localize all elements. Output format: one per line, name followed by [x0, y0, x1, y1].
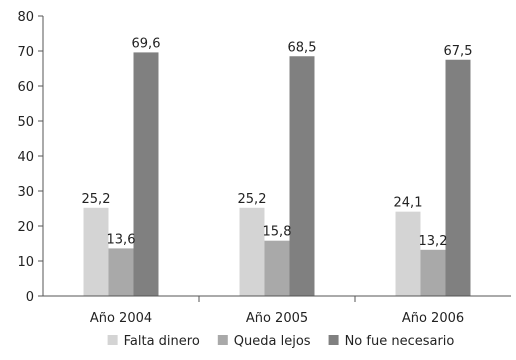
y-tick-label: 60 — [17, 80, 34, 95]
data-label: 13,6 — [107, 232, 136, 247]
data-label: 25,2 — [238, 192, 267, 207]
bar-1-1 — [83, 207, 109, 296]
bar-3-2 — [289, 56, 315, 296]
y-tick-label: 80 — [17, 10, 34, 25]
y-tick-label: 20 — [17, 220, 34, 235]
legend-label: Falta dinero — [124, 334, 200, 349]
bar-2-1 — [108, 248, 134, 296]
legend-label: Queda lejos — [234, 334, 311, 349]
bar-1-2 — [239, 207, 265, 296]
y-tick-label: 10 — [17, 255, 34, 270]
bar-2-2 — [264, 240, 290, 296]
y-tick-label: 40 — [17, 150, 34, 165]
x-tick-label: Año 2005 — [246, 311, 308, 326]
x-tick-label: Año 2004 — [90, 311, 152, 326]
legend-swatch — [328, 335, 339, 345]
y-tick-label: 0 — [26, 290, 34, 305]
bar-1-3 — [395, 211, 421, 296]
bar-2-3 — [420, 249, 446, 296]
data-label: 15,8 — [263, 225, 292, 240]
x-axis: Año 2004 Año 2005 Año 2006 — [43, 295, 511, 326]
bar-3-3 — [445, 59, 471, 296]
y-tick-label: 50 — [17, 115, 34, 130]
data-label: 13,2 — [419, 234, 448, 249]
legend: Falta dinero Queda lejos No fue necesario — [107, 334, 455, 349]
legend-swatch — [107, 335, 118, 345]
bars — [83, 52, 471, 297]
x-tick-label: Año 2006 — [402, 311, 464, 326]
y-tick-label: 30 — [17, 185, 34, 200]
y-axis: 0 10 20 30 40 50 60 70 80 — [17, 10, 44, 305]
bar-3-1 — [133, 52, 159, 297]
y-tick-label: 70 — [17, 45, 34, 60]
legend-label: No fue necesario — [345, 334, 455, 349]
data-label: 68,5 — [288, 40, 317, 55]
data-label: 69,6 — [132, 36, 161, 51]
data-label: 25,2 — [82, 192, 111, 207]
data-labels: 25,2 13,6 69,6 25,2 15,8 68,5 24,1 13,2 67,5 — [82, 36, 473, 248]
legend-swatch — [217, 335, 228, 345]
data-label: 67,5 — [444, 44, 473, 59]
data-label: 24,1 — [394, 196, 423, 211]
